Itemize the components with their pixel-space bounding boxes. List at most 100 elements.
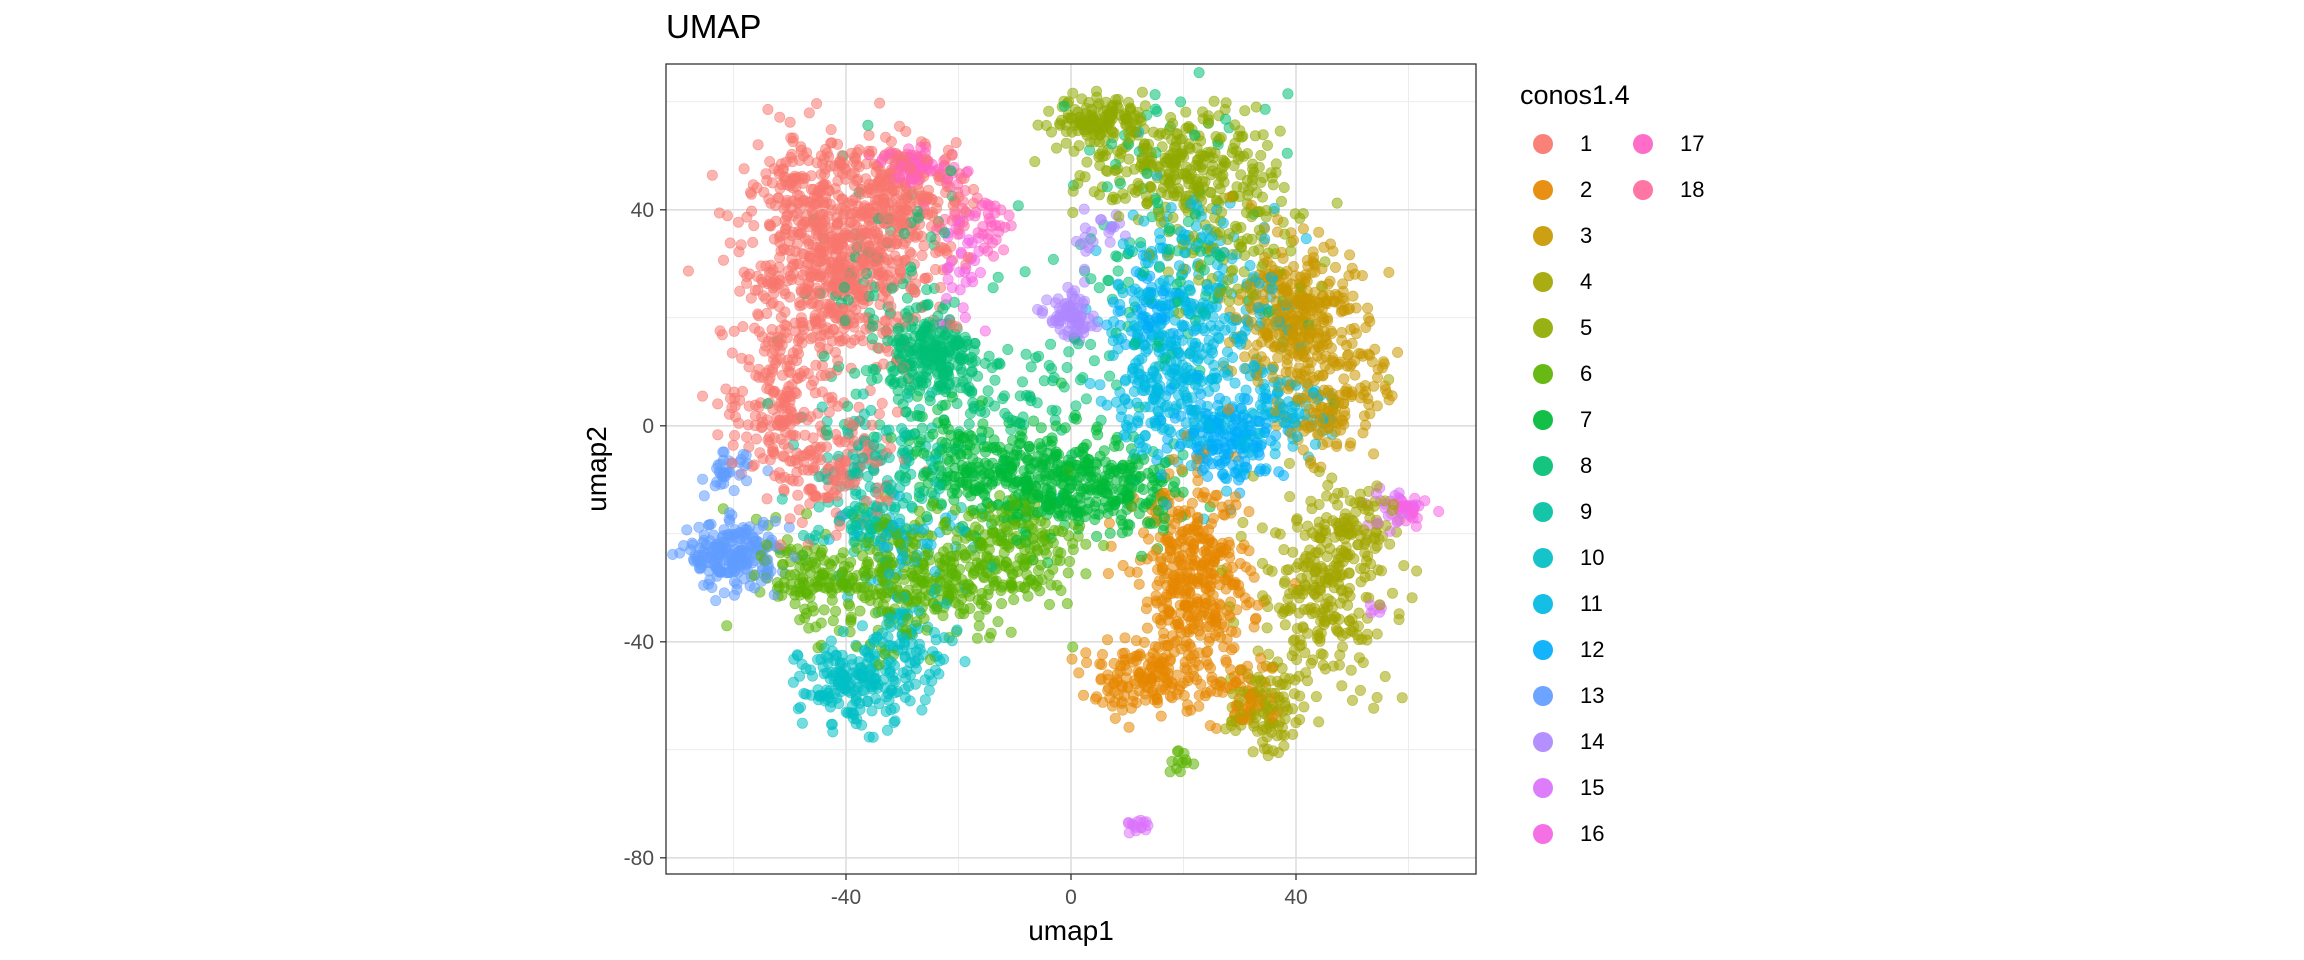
- data-point-cluster-5: [1241, 148, 1253, 160]
- data-point-cluster-2: [1073, 667, 1085, 679]
- data-point-cluster-3: [1347, 290, 1359, 302]
- data-point-cluster-10: [928, 627, 940, 639]
- data-point-cluster-6: [857, 550, 869, 562]
- data-point-cluster-1: [805, 411, 817, 423]
- data-point-cluster-7: [1050, 420, 1062, 432]
- data-point-cluster-4: [1235, 530, 1247, 542]
- data-point-cluster-1: [714, 325, 726, 337]
- data-point-cluster-11: [1094, 379, 1106, 391]
- data-point-cluster-10: [897, 667, 909, 679]
- data-point-cluster-2: [1094, 658, 1106, 670]
- data-point-cluster-6: [1039, 517, 1051, 529]
- data-point-cluster-13: [757, 520, 769, 532]
- data-point-cluster-4: [1326, 472, 1338, 484]
- data-point-cluster-4: [1284, 457, 1296, 469]
- data-point-cluster-7: [1167, 481, 1179, 493]
- data-point-cluster-7: [995, 470, 1007, 482]
- data-point-cluster-8: [1175, 96, 1187, 108]
- data-point-cluster-13: [705, 518, 717, 530]
- data-point-cluster-3: [1297, 444, 1309, 456]
- data-point-cluster-7: [1090, 472, 1102, 484]
- data-point-cluster-4: [1336, 680, 1348, 692]
- data-point-cluster-3: [1364, 408, 1376, 420]
- data-point-cluster-8: [1063, 346, 1075, 358]
- data-point-cluster-8: [1002, 343, 1014, 355]
- data-point-cluster-11: [1227, 351, 1239, 363]
- data-point-cluster-1: [792, 489, 804, 501]
- data-point-cluster-11: [1138, 215, 1150, 227]
- data-point-cluster-7: [1116, 527, 1128, 539]
- data-point-cluster-10: [951, 624, 963, 636]
- data-point-cluster-4: [1293, 607, 1305, 619]
- data-point-cluster-1: [774, 111, 786, 123]
- data-point-cluster-6: [960, 552, 972, 564]
- data-point-cluster-5: [1239, 105, 1251, 117]
- data-point-cluster-1: [805, 333, 817, 345]
- data-point-cluster-2: [1097, 648, 1109, 660]
- data-point-cluster-8: [842, 400, 854, 412]
- data-point-cluster-4: [1329, 610, 1341, 622]
- data-point-cluster-4: [1350, 506, 1362, 518]
- data-point-cluster-6: [983, 632, 995, 644]
- data-point-cluster-11: [1084, 377, 1096, 389]
- data-point-cluster-1: [834, 520, 846, 532]
- data-point-cluster-3: [1346, 337, 1358, 349]
- data-point-cluster-8: [924, 395, 936, 407]
- data-point-cluster-10: [877, 637, 889, 649]
- data-point-cluster-10: [856, 620, 868, 632]
- data-point-cluster-8: [1112, 265, 1124, 277]
- data-point-cluster-6: [1164, 766, 1176, 778]
- data-point-cluster-10: [909, 678, 921, 690]
- data-point-cluster-3: [1318, 241, 1330, 253]
- data-point-cluster-6: [721, 620, 733, 632]
- data-point-cluster-2: [1181, 705, 1193, 717]
- data-point-cluster-2: [1102, 568, 1114, 580]
- data-point-cluster-5: [1205, 146, 1217, 158]
- data-point-cluster-6: [1055, 547, 1067, 559]
- data-point-cluster-2: [1243, 506, 1255, 518]
- data-point-cluster-14: [1104, 236, 1116, 248]
- data-point-cluster-4: [1313, 532, 1325, 544]
- data-point-cluster-4: [1302, 675, 1314, 687]
- data-point-cluster-6: [1012, 566, 1024, 578]
- data-point-cluster-1: [754, 447, 766, 459]
- data-point-cluster-6: [1064, 555, 1076, 567]
- data-point-cluster-5: [1043, 105, 1055, 117]
- data-point-cluster-6: [994, 490, 1006, 502]
- data-point-cluster-2: [1123, 721, 1135, 733]
- data-point-cluster-2: [1195, 678, 1207, 690]
- data-point-cluster-10: [919, 694, 931, 706]
- data-point-cluster-10: [899, 683, 911, 695]
- data-point-cluster-1: [760, 260, 772, 272]
- data-point-cluster-7: [1104, 527, 1116, 539]
- data-point-cluster-16: [957, 302, 969, 314]
- data-point-cluster-4: [1279, 697, 1291, 709]
- data-point-cluster-7: [1028, 415, 1040, 427]
- data-point-cluster-11: [1126, 422, 1138, 434]
- data-point-cluster-8: [1281, 147, 1293, 159]
- data-point-cluster-10: [889, 715, 901, 727]
- data-point-cluster-3: [1230, 312, 1242, 324]
- data-point-cluster-3: [1344, 249, 1356, 261]
- data-point-cluster-11: [1115, 411, 1127, 423]
- data-point-cluster-2: [1081, 657, 1093, 669]
- data-point-cluster-17: [969, 210, 981, 222]
- data-point-cluster-1: [777, 369, 789, 381]
- data-point-cluster-4: [1384, 538, 1396, 550]
- data-point-cluster-1: [717, 254, 729, 266]
- data-point-cluster-8: [1163, 222, 1175, 234]
- data-point-cluster-8: [1072, 338, 1084, 350]
- data-point-cluster-10: [868, 633, 880, 645]
- data-point-cluster-6: [842, 598, 854, 610]
- data-point-cluster-4: [1345, 664, 1357, 676]
- data-point-cluster-10: [867, 731, 879, 743]
- data-point-cluster-3: [1392, 346, 1404, 358]
- data-point-cluster-5: [1184, 143, 1196, 155]
- data-point-cluster-1: [752, 139, 764, 151]
- data-point-cluster-5: [1032, 119, 1044, 131]
- data-point-cluster-8: [992, 271, 1004, 283]
- data-point-cluster-8: [1016, 376, 1028, 388]
- data-point-cluster-1: [726, 347, 738, 359]
- data-point-cluster-11: [1178, 386, 1190, 398]
